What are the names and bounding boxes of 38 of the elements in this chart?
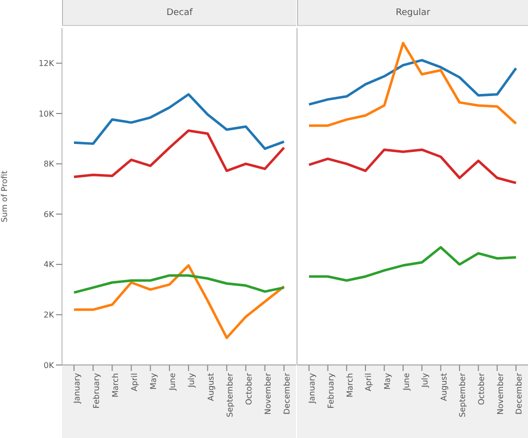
x-tick-label: October — [477, 372, 486, 406]
x-tick-label: September — [458, 372, 468, 418]
x-tick-label: June — [168, 372, 178, 392]
y-tick-label: 12K — [38, 59, 55, 68]
x-tick-label: March — [345, 373, 354, 398]
x-tick-label: May — [149, 372, 158, 390]
x-tick-label: January — [308, 372, 317, 404]
x-tick-label: September — [225, 372, 234, 418]
x-tick-label: December — [282, 372, 292, 414]
y-tick-label: 10K — [38, 109, 55, 118]
y-tick-label: 4K — [44, 260, 55, 270]
x-tick-label: November — [496, 372, 505, 415]
line-series — [72, 274, 286, 294]
x-tick-label: May — [382, 372, 392, 390]
y-tick-label: 6K — [44, 210, 55, 219]
x-tick-label: April — [130, 373, 139, 392]
y-axis-title: Sum of Profit — [0, 170, 9, 222]
x-tick-label: July — [420, 372, 430, 388]
chart-title: Decaf — [62, 0, 296, 26]
x-tick-label: March — [110, 373, 120, 398]
x-tick-label: November — [264, 372, 273, 415]
x-tick-label: February — [92, 372, 101, 408]
line-series — [72, 129, 286, 178]
x-tick-label: January — [72, 372, 82, 404]
line-series — [72, 93, 286, 150]
x-tick-label: December — [514, 372, 524, 414]
line-series — [72, 264, 286, 340]
x-tick-label: August — [206, 373, 216, 401]
y-tick-label: 2K — [44, 310, 55, 320]
x-tick-label: February — [326, 372, 336, 408]
x-tick-label: April — [364, 373, 374, 392]
x-tick-label: July — [187, 372, 196, 388]
x-tick-label: August — [439, 373, 448, 401]
x-tick-label: October — [244, 372, 254, 406]
y-tick-label: 0K — [44, 360, 55, 370]
x-tick-label: June — [402, 372, 411, 392]
chart-title: Regular — [297, 0, 528, 26]
y-tick-label: 8K — [44, 160, 55, 169]
